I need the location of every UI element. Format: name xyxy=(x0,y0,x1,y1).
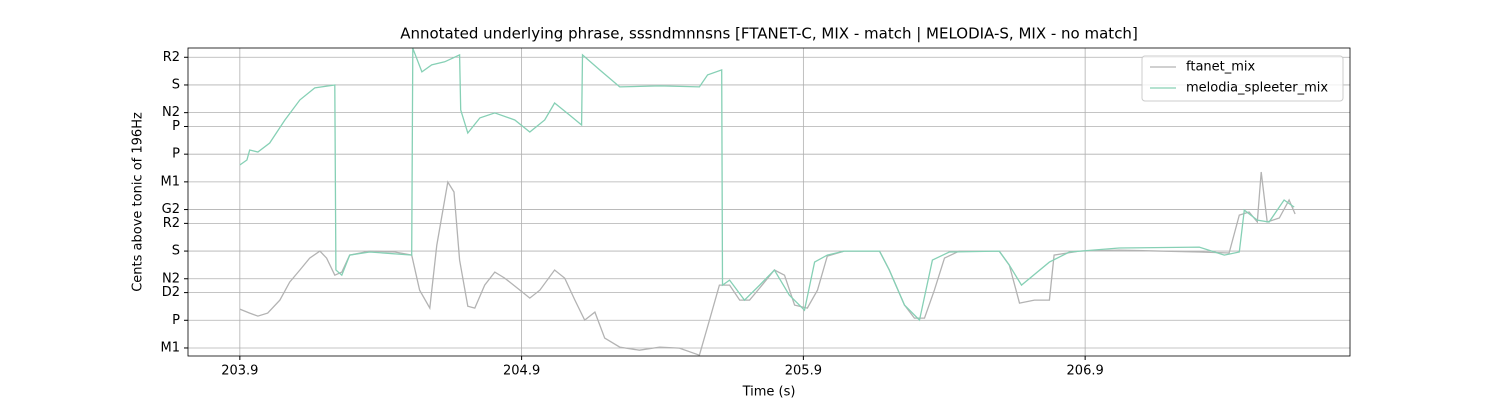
y-tick-label: S xyxy=(172,77,180,92)
legend: ftanet_mix melodia_spleeter_mix xyxy=(1141,55,1344,102)
x-axis-label: Time (s) xyxy=(742,385,796,400)
y-axis-label: Cents above tonic of 196Hz xyxy=(131,112,146,292)
data-line xyxy=(239,48,1295,322)
y-tick-label: N2 xyxy=(162,105,180,120)
x-tick-label: 205.9 xyxy=(785,364,822,379)
chart-title: Annotated underlying phrase, sssndmnnsns… xyxy=(400,25,1138,43)
y-tick-label: R2 xyxy=(163,216,180,231)
x-tick-label: 204.9 xyxy=(503,364,540,379)
y-tick-label: P xyxy=(172,119,180,134)
y-tick-label: S xyxy=(172,244,180,259)
legend-label: ftanet_mix xyxy=(1186,60,1256,75)
legend-box xyxy=(1141,55,1344,102)
y-tick-label: M1 xyxy=(161,174,181,189)
x-tick-label: 206.9 xyxy=(1067,364,1104,379)
y-tick-label: G2 xyxy=(162,202,180,217)
y-tick-label: D2 xyxy=(162,285,180,300)
y-tick-label: M1 xyxy=(161,340,181,355)
data-line xyxy=(239,171,1296,357)
legend-label: melodia_spleeter_mix xyxy=(1186,81,1328,96)
y-tick-label: P xyxy=(172,147,180,162)
y-tick-label: N2 xyxy=(162,271,180,286)
y-tick-label: R2 xyxy=(163,50,180,65)
y-tick-label: P xyxy=(172,313,180,328)
plot-frame xyxy=(187,47,1351,357)
x-tick-label: 203.9 xyxy=(221,364,258,379)
